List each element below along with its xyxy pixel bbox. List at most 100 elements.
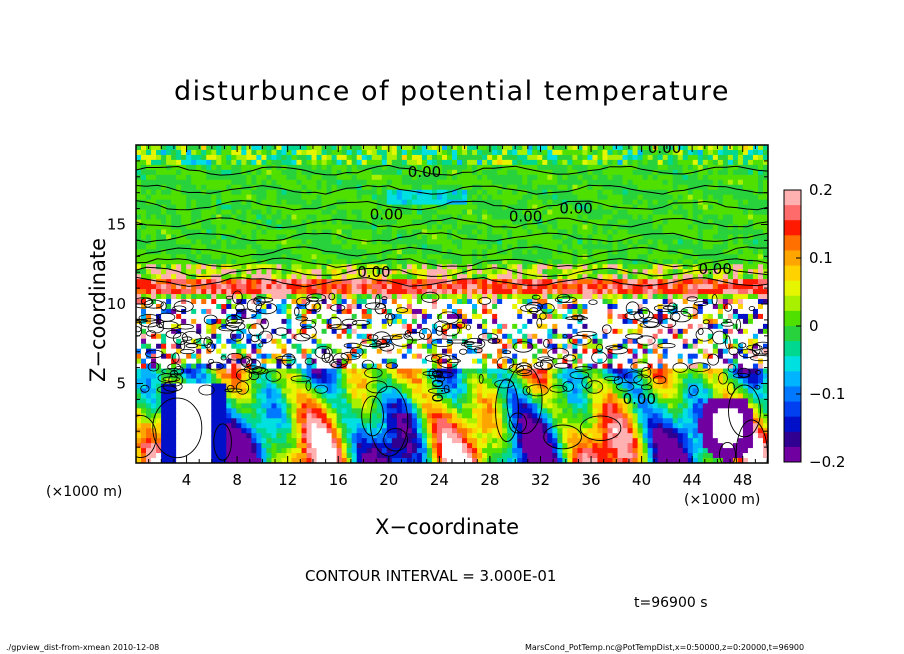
heatmap-cell bbox=[141, 219, 147, 226]
heatmap-cell bbox=[246, 279, 252, 285]
heatmap-cell bbox=[436, 294, 443, 300]
heatmap-cell bbox=[672, 154, 679, 161]
heatmap-cell bbox=[196, 174, 202, 181]
heatmap-cell bbox=[692, 328, 699, 335]
heatmap-cell bbox=[386, 184, 393, 191]
heatmap-cell bbox=[692, 214, 699, 221]
heatmap-cell bbox=[527, 333, 533, 340]
heatmap-cell bbox=[326, 294, 333, 300]
heatmap-cell bbox=[752, 279, 759, 285]
heatmap-cell bbox=[136, 239, 142, 245]
heatmap-cell bbox=[462, 274, 468, 280]
heatmap-cell bbox=[657, 274, 664, 280]
heatmap-cell bbox=[532, 284, 538, 290]
heatmap-cell bbox=[592, 174, 599, 181]
heatmap-cell bbox=[356, 214, 363, 221]
heatmap-cell bbox=[552, 174, 558, 181]
heatmap-cell bbox=[682, 294, 689, 300]
heatmap-cell bbox=[607, 304, 614, 310]
heatmap-cell bbox=[381, 249, 388, 255]
heatmap-cell bbox=[446, 214, 453, 221]
heatmap-cell bbox=[161, 179, 167, 186]
heatmap-cell bbox=[627, 199, 634, 206]
heatmap-cell bbox=[557, 209, 563, 216]
heatmap-cell bbox=[452, 279, 458, 285]
heatmap-cell bbox=[181, 145, 187, 151]
heatmap-cell bbox=[587, 249, 594, 255]
heatmap-cell bbox=[321, 289, 328, 295]
heatmap-cell bbox=[487, 179, 493, 186]
heatmap-cell bbox=[391, 328, 398, 335]
heatmap-cell bbox=[181, 209, 187, 216]
heatmap-cell bbox=[682, 214, 689, 221]
heatmap-cell bbox=[331, 254, 338, 260]
heatmap-cell bbox=[717, 219, 724, 226]
heatmap-cell bbox=[732, 194, 739, 201]
heatmap-cell bbox=[642, 189, 649, 196]
heatmap-cell bbox=[577, 299, 584, 305]
heatmap-cell bbox=[472, 269, 478, 275]
heatmap-cell bbox=[662, 179, 669, 186]
heatmap-cell bbox=[697, 154, 704, 161]
heatmap-cell bbox=[136, 234, 142, 241]
heatmap-cell bbox=[261, 323, 268, 330]
heatmap-cell bbox=[562, 159, 568, 166]
heatmap-cell bbox=[356, 194, 363, 201]
heatmap-cell bbox=[151, 224, 157, 231]
heatmap-cell bbox=[166, 229, 172, 236]
heatmap-cell bbox=[411, 338, 418, 345]
heatmap-cell bbox=[542, 328, 548, 335]
heatmap-cell bbox=[707, 313, 714, 320]
heatmap-cell bbox=[492, 294, 498, 300]
heatmap-cell bbox=[467, 164, 473, 171]
heatmap-cell bbox=[291, 338, 298, 345]
heatmap-cell bbox=[296, 199, 303, 206]
heatmap-cell bbox=[512, 318, 518, 325]
heatmap-cell bbox=[321, 244, 328, 250]
heatmap-cell bbox=[181, 179, 187, 186]
heatmap-cell bbox=[757, 174, 764, 181]
heatmap-cell bbox=[151, 328, 157, 335]
heatmap-cell bbox=[261, 204, 268, 211]
heatmap-cell bbox=[351, 174, 358, 181]
heatmap-cell bbox=[637, 164, 644, 171]
heatmap-cell bbox=[477, 234, 483, 241]
heatmap-cell bbox=[391, 149, 398, 156]
heatmap-cell bbox=[517, 219, 523, 226]
heatmap-cell bbox=[632, 194, 639, 201]
heatmap-cell bbox=[216, 338, 222, 345]
heatmap-cell bbox=[271, 149, 278, 156]
heatmap-cell bbox=[326, 194, 333, 201]
heatmap-cell bbox=[431, 338, 438, 345]
heatmap-cell bbox=[527, 154, 533, 161]
heatmap-cell bbox=[316, 318, 323, 325]
heatmap-cell bbox=[291, 239, 298, 245]
heatmap-cell bbox=[472, 154, 478, 161]
heatmap-cell bbox=[737, 274, 744, 280]
heatmap-cell bbox=[542, 294, 548, 300]
heatmap-cell bbox=[331, 149, 338, 156]
heatmap-cell bbox=[281, 259, 288, 265]
heatmap-cell bbox=[492, 214, 498, 221]
heatmap-cell bbox=[436, 179, 443, 186]
heatmap-cell bbox=[472, 209, 478, 216]
heatmap-cell bbox=[732, 214, 739, 221]
heatmap-cell bbox=[467, 254, 473, 260]
heatmap-cell bbox=[557, 234, 563, 241]
heatmap-cell bbox=[266, 199, 273, 206]
heatmap-cell bbox=[732, 279, 739, 285]
heatmap-cell bbox=[281, 294, 288, 300]
heatmap-cell bbox=[507, 179, 513, 186]
heatmap-cell bbox=[436, 313, 443, 320]
heatmap-cell bbox=[512, 184, 518, 191]
heatmap-cell bbox=[321, 259, 328, 265]
heatmap-cell bbox=[271, 239, 278, 245]
heatmap-cell bbox=[642, 328, 649, 335]
heatmap-cell bbox=[702, 269, 709, 275]
heatmap-cell bbox=[201, 284, 207, 290]
heatmap-cell bbox=[602, 229, 609, 236]
heatmap-cell bbox=[707, 318, 714, 325]
heatmap-cell bbox=[156, 179, 162, 186]
heatmap-cell bbox=[336, 328, 343, 335]
heatmap-cell bbox=[431, 219, 438, 226]
